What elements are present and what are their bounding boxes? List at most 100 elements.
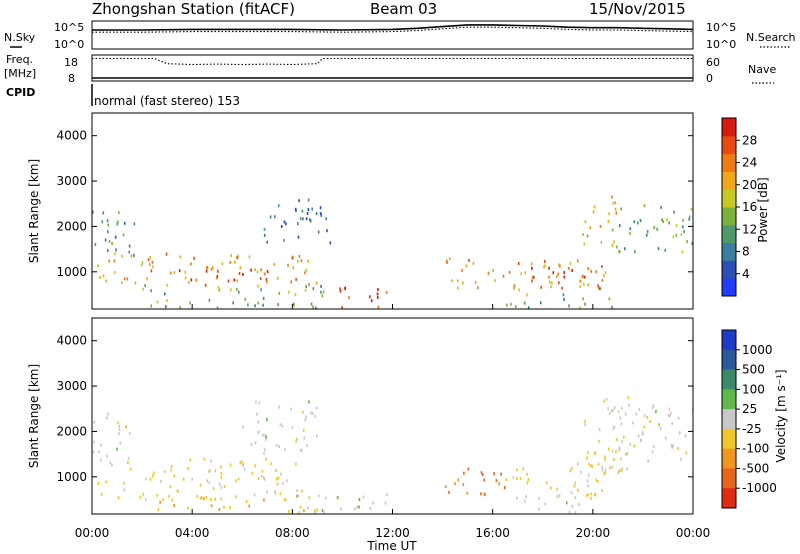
heatmap-cell bbox=[238, 272, 241, 275]
heatmap-cell bbox=[100, 443, 102, 447]
heatmap-cell bbox=[677, 416, 680, 420]
heatmap-cell bbox=[294, 207, 297, 211]
heatmap-cell bbox=[587, 451, 589, 455]
heatmap-cell bbox=[659, 426, 662, 430]
heatmap-cell bbox=[210, 459, 212, 463]
nsky-label: N.Sky bbox=[4, 31, 36, 44]
heatmap-cell bbox=[577, 488, 579, 492]
heatmap-cell bbox=[208, 481, 211, 485]
heatmap-cell bbox=[97, 481, 99, 485]
heatmap-cell bbox=[278, 405, 280, 409]
heatmap-cell bbox=[611, 243, 614, 247]
heatmap-cell bbox=[673, 210, 675, 214]
heatmap-cell bbox=[218, 508, 221, 511]
heatmap-cell bbox=[587, 484, 589, 488]
heatmap-cell bbox=[98, 450, 100, 454]
x-tick-label: 08:00 bbox=[275, 526, 310, 540]
heatmap-cell bbox=[526, 481, 529, 485]
heatmap-cell bbox=[187, 466, 189, 470]
heatmap-cell bbox=[583, 282, 585, 286]
heatmap-cell bbox=[532, 275, 535, 279]
heatmap-cell bbox=[263, 476, 265, 479]
heatmap-cell bbox=[315, 406, 318, 410]
heatmap-cell bbox=[304, 271, 306, 275]
heatmap-cell bbox=[269, 215, 272, 219]
heatmap-cell bbox=[498, 482, 500, 486]
heatmap-cell bbox=[508, 270, 511, 274]
heatmap-cell bbox=[377, 305, 380, 309]
heatmap-cell bbox=[177, 489, 179, 493]
heatmap-cell bbox=[369, 507, 372, 511]
heatmap-cell bbox=[642, 431, 644, 435]
heatmap-cell bbox=[657, 247, 660, 251]
heatmap-cell bbox=[255, 400, 257, 404]
heatmap-cell bbox=[494, 279, 496, 283]
heatmap-cell bbox=[275, 444, 278, 447]
heatmap-cell bbox=[690, 207, 693, 211]
heatmap-cell bbox=[99, 276, 101, 279]
heatmap-cell bbox=[540, 301, 542, 305]
heatmap-cell bbox=[163, 470, 166, 474]
velocity-cbar-swatch bbox=[722, 468, 736, 489]
heatmap-cell bbox=[262, 296, 265, 300]
heatmap-cell bbox=[187, 506, 189, 510]
heatmap-cell bbox=[583, 242, 586, 246]
heatmap-cell bbox=[667, 413, 670, 417]
heatmap-cell bbox=[682, 218, 684, 222]
heatmap-cell bbox=[108, 259, 111, 263]
heatmap-cell bbox=[633, 444, 635, 448]
heatmap-cell bbox=[584, 220, 587, 224]
heatmap-cell bbox=[162, 498, 164, 502]
heatmap-cell bbox=[296, 494, 298, 498]
heatmap-cell bbox=[456, 279, 459, 283]
heatmap-cell bbox=[601, 468, 604, 472]
heatmap-cell bbox=[257, 430, 260, 434]
heatmap-cell bbox=[526, 472, 528, 476]
heatmap-cell bbox=[582, 233, 584, 236]
heatmap-cell bbox=[604, 457, 606, 461]
heatmap-cell bbox=[291, 426, 294, 429]
heatmap-cell bbox=[311, 207, 313, 211]
heatmap-cell bbox=[216, 276, 218, 280]
heatmap-cell bbox=[472, 261, 475, 265]
heatmap-cell bbox=[593, 451, 596, 455]
heatmap-cell bbox=[613, 458, 615, 461]
heatmap-cell bbox=[128, 244, 131, 248]
heatmap-cell bbox=[661, 218, 663, 222]
heatmap-cell bbox=[527, 477, 530, 481]
heatmap-cell bbox=[573, 484, 576, 488]
heatmap-cell bbox=[277, 204, 280, 208]
heatmap-cell bbox=[685, 451, 687, 455]
heatmap-cell bbox=[169, 271, 172, 275]
heatmap-cell bbox=[550, 486, 552, 490]
heatmap-cell bbox=[296, 437, 298, 441]
heatmap-cell bbox=[556, 275, 558, 279]
power-cbar-swatch bbox=[722, 278, 736, 297]
heatmap-cell bbox=[208, 469, 211, 473]
freq-label: Freq. bbox=[6, 53, 33, 66]
heatmap-cell bbox=[590, 496, 592, 500]
heatmap-cell bbox=[248, 504, 250, 508]
heatmap-cell bbox=[664, 436, 667, 440]
heatmap-cell bbox=[474, 280, 477, 284]
heatmap-cell bbox=[646, 415, 649, 419]
heatmap-cell bbox=[277, 476, 280, 480]
heatmap-cell bbox=[319, 206, 322, 210]
heatmap-cell bbox=[179, 255, 181, 259]
heatmap-cell bbox=[617, 471, 620, 474]
heatmap-cell bbox=[273, 215, 276, 219]
heatmap-cell bbox=[308, 496, 311, 500]
heatmap-cell bbox=[203, 457, 206, 461]
heatmap-cell bbox=[133, 253, 135, 257]
heatmap-cell bbox=[638, 407, 641, 411]
heatmap-cell bbox=[538, 496, 540, 500]
heatmap-cell bbox=[567, 267, 570, 270]
heatmap-cell bbox=[548, 266, 550, 270]
heatmap-cell bbox=[115, 248, 117, 252]
heatmap-cell bbox=[544, 259, 546, 263]
heatmap-cell bbox=[586, 234, 589, 238]
heatmap-cell bbox=[203, 497, 205, 501]
heatmap-cell bbox=[189, 301, 191, 305]
heatmap-cell bbox=[127, 456, 130, 460]
heatmap-cell bbox=[274, 491, 277, 495]
